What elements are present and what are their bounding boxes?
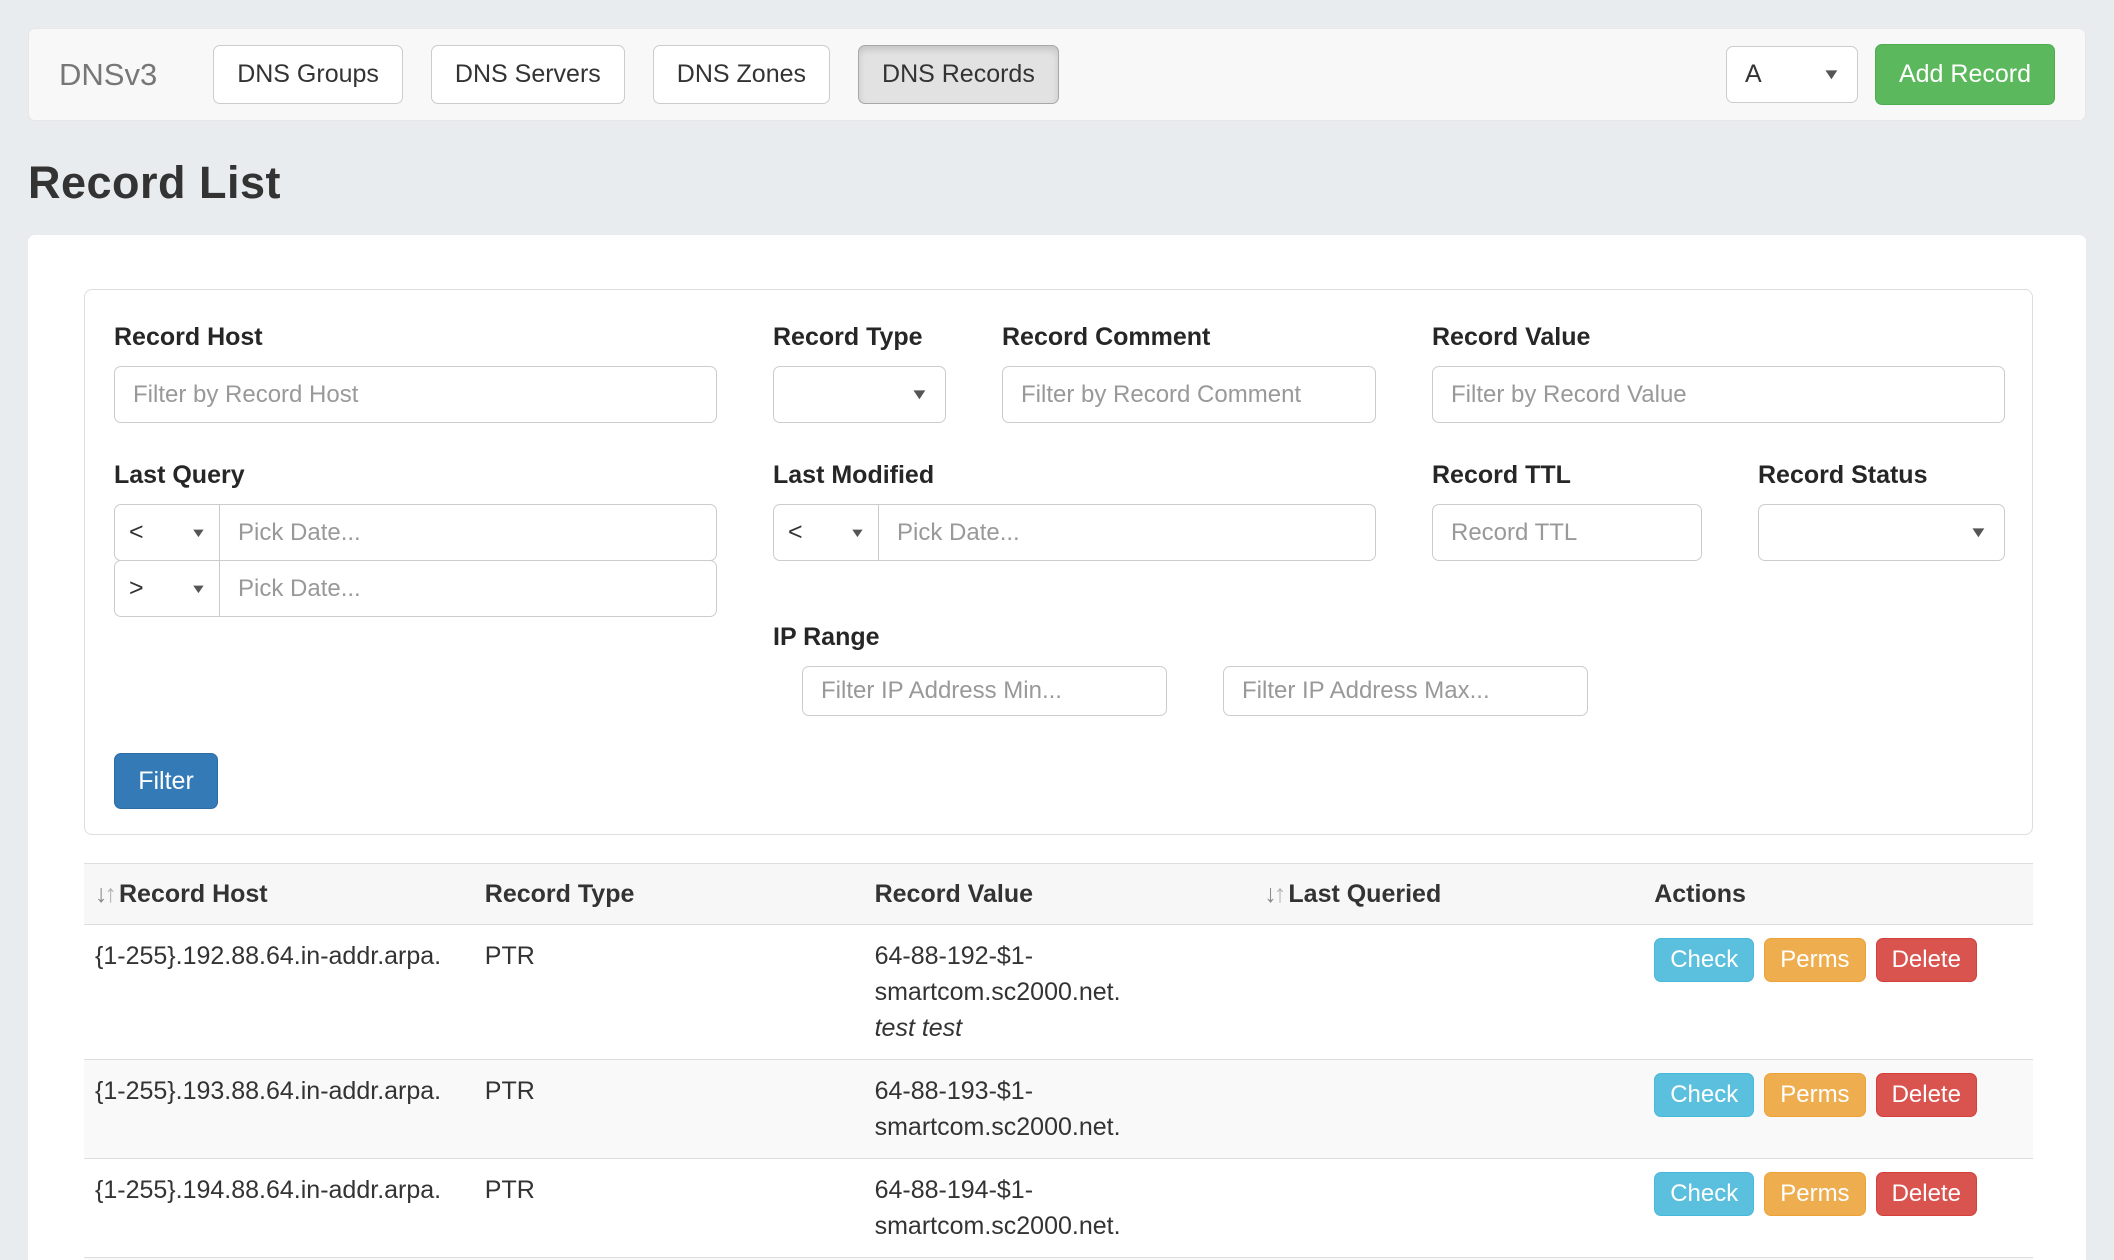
ip-address-min-input[interactable]: [802, 666, 1167, 716]
last-modified-operator-value: <: [788, 518, 803, 547]
chevron-down-icon: ▼: [190, 525, 207, 540]
filter-panel: Record Host Record Type ▼ Record Comment…: [84, 289, 2033, 835]
content-card: Record Host Record Type ▼ Record Comment…: [28, 235, 2086, 1260]
filter-field-last-modified: Last Modified < ▼ IP Range: [773, 461, 1376, 716]
delete-button[interactable]: Delete: [1876, 1172, 1977, 1216]
nav-dns-records-button[interactable]: DNS Records: [858, 45, 1059, 104]
table-row: {1-255}.194.88.64.in-addr.arpa. PTR 64-8…: [84, 1159, 2033, 1258]
filter-field-last-query: Last Query < ▼ > ▼: [114, 461, 717, 617]
last-query-after-group: > ▼: [114, 560, 717, 617]
last-modified-label: Last Modified: [773, 461, 1376, 490]
column-header-record-host[interactable]: ↓↑Record Host: [84, 864, 474, 925]
ip-address-max-input[interactable]: [1223, 666, 1588, 716]
ip-range-label: IP Range: [773, 623, 1563, 652]
record-ttl-label: Record TTL: [1432, 461, 1702, 490]
chevron-down-icon: ▼: [849, 525, 866, 540]
table-row: {1-255}.192.88.64.in-addr.arpa. PTR 64-8…: [84, 925, 2033, 1060]
record-comment-input[interactable]: [1002, 366, 1376, 423]
records-table: ↓↑Record Host Record Type Record Value ↓…: [84, 863, 2033, 1260]
delete-button[interactable]: Delete: [1876, 938, 1977, 982]
filter-field-record-ttl: Record TTL: [1432, 461, 1702, 561]
cell-record-type: PTR: [474, 1159, 864, 1258]
cell-record-host: {1-255}.192.88.64.in-addr.arpa.: [84, 925, 474, 1060]
last-query-before-operator-select[interactable]: < ▼: [114, 504, 220, 561]
record-status-label: Record Status: [1758, 461, 2005, 490]
cell-last-queried: [1253, 925, 1643, 1060]
record-type-filter-select[interactable]: ▼: [773, 366, 946, 423]
cell-last-queried: [1253, 1060, 1643, 1159]
last-query-before-group: < ▼: [114, 504, 717, 561]
cell-record-value: 64-88-194-$1- smartcom.sc2000.net.: [864, 1159, 1254, 1258]
filter-field-ip-range: IP Range: [773, 623, 1563, 716]
last-query-after-operator-select[interactable]: > ▼: [114, 560, 220, 617]
cell-actions: Check Perms Delete: [1643, 1060, 2033, 1159]
record-status-select[interactable]: ▼: [1758, 504, 2005, 561]
chevron-down-icon: ▼: [190, 581, 207, 596]
record-type-label: Record Type: [773, 323, 946, 352]
record-host-input[interactable]: [114, 366, 717, 423]
cell-record-value: 64-88-193-$1- smartcom.sc2000.net.: [864, 1060, 1254, 1159]
cell-actions: Check Perms Delete: [1643, 1159, 2033, 1258]
filter-field-record-host: Record Host: [114, 323, 717, 423]
record-type-dropdown[interactable]: A ▼: [1726, 46, 1858, 103]
column-header-record-type: Record Type: [474, 864, 864, 925]
last-query-label: Last Query: [114, 461, 717, 490]
filter-field-record-status: Record Status ▼: [1758, 461, 2005, 561]
chevron-down-icon: ▼: [910, 386, 930, 403]
column-header-last-queried[interactable]: ↓↑Last Queried: [1253, 864, 1643, 925]
perms-button[interactable]: Perms: [1764, 1172, 1865, 1216]
nav-dns-zones-button[interactable]: DNS Zones: [653, 45, 830, 104]
record-value-label: Record Value: [1432, 323, 2005, 352]
last-modified-operator-select[interactable]: < ▼: [773, 504, 879, 561]
filter-field-record-type: Record Type ▼: [773, 323, 946, 423]
filter-field-record-value: Record Value: [1432, 323, 2005, 423]
add-record-button[interactable]: Add Record: [1875, 44, 2055, 105]
sort-icon: ↓↑: [95, 879, 114, 909]
check-button[interactable]: Check: [1654, 1073, 1754, 1117]
record-type-dropdown-value: A: [1745, 60, 1762, 89]
chevron-down-icon: ▼: [1822, 66, 1842, 83]
last-query-after-date-input[interactable]: [219, 560, 717, 617]
chevron-down-icon: ▼: [1969, 524, 1989, 541]
navbar: DNSv3 DNS Groups DNS Servers DNS Zones D…: [28, 28, 2086, 121]
filter-submit-button[interactable]: Filter: [114, 753, 218, 809]
last-modified-group: < ▼: [773, 504, 1376, 561]
cell-record-type: PTR: [474, 1060, 864, 1159]
table-row: {1-255}.193.88.64.in-addr.arpa. PTR 64-8…: [84, 1060, 2033, 1159]
last-query-after-operator-value: >: [129, 574, 144, 603]
last-query-before-operator-value: <: [129, 518, 144, 547]
cell-record-host: {1-255}.194.88.64.in-addr.arpa.: [84, 1159, 474, 1258]
cell-last-queried: [1253, 1159, 1643, 1258]
delete-button[interactable]: Delete: [1876, 1073, 1977, 1117]
perms-button[interactable]: Perms: [1764, 1073, 1865, 1117]
check-button[interactable]: Check: [1654, 938, 1754, 982]
nav-dns-servers-button[interactable]: DNS Servers: [431, 45, 625, 104]
column-header-actions: Actions: [1643, 864, 2033, 925]
page-title: Record List: [28, 157, 2114, 209]
nav-dns-groups-button[interactable]: DNS Groups: [213, 45, 403, 104]
last-modified-date-input[interactable]: [878, 504, 1376, 561]
check-button[interactable]: Check: [1654, 1172, 1754, 1216]
perms-button[interactable]: Perms: [1764, 938, 1865, 982]
record-comment-text: test test: [875, 1010, 1243, 1046]
table-header-row: ↓↑Record Host Record Type Record Value ↓…: [84, 864, 2033, 925]
cell-record-type: PTR: [474, 925, 864, 1060]
record-value-input[interactable]: [1432, 366, 2005, 423]
filter-field-record-comment: Record Comment: [1002, 323, 1376, 423]
record-comment-label: Record Comment: [1002, 323, 1376, 352]
cell-record-host: {1-255}.193.88.64.in-addr.arpa.: [84, 1060, 474, 1159]
record-host-label: Record Host: [114, 323, 717, 352]
cell-record-value: 64-88-192-$1- smartcom.sc2000.net. test …: [864, 925, 1254, 1060]
app-brand: DNSv3: [59, 57, 157, 93]
last-query-before-date-input[interactable]: [219, 504, 717, 561]
column-header-record-value: Record Value: [864, 864, 1254, 925]
cell-actions: Check Perms Delete: [1643, 925, 2033, 1060]
sort-icon: ↓↑: [1264, 879, 1283, 909]
record-ttl-input[interactable]: [1432, 504, 1702, 561]
